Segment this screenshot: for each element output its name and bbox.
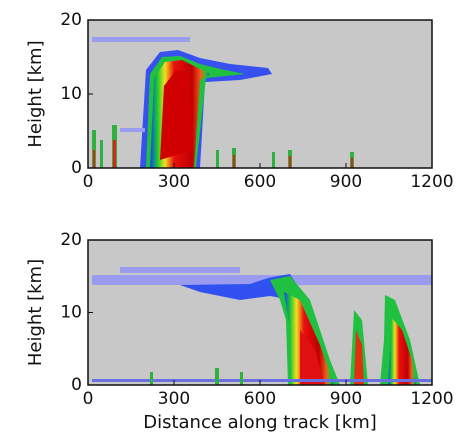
y-axis-label: Height [km]: [25, 259, 46, 366]
x-tick-label: 600: [244, 172, 276, 192]
x-tick-label: 600: [244, 389, 276, 409]
y-axis-label: Height [km]: [25, 40, 46, 147]
echo-panel-1: [92, 37, 354, 168]
x-tick-label: 900: [330, 172, 362, 192]
axes: 0 300 600 900 1200 0 10 20 Height [km] 0 300 600 900…: [25, 10, 454, 433]
y-tick-label: 10: [60, 303, 82, 323]
y-tick-label: 20: [60, 10, 82, 30]
y-tick-label: 10: [60, 84, 82, 104]
y-tick-label: 0: [71, 158, 82, 178]
echo-panel-2: [92, 267, 432, 385]
plot-background: [88, 20, 432, 168]
x-tick-label: 300: [158, 172, 190, 192]
plot-background: [88, 240, 432, 385]
x-tick-label: 1200: [410, 172, 453, 192]
y-tick-label: 0: [71, 375, 82, 395]
x-tick-label: 1200: [410, 389, 453, 409]
x-axis-label: Distance along track [km]: [143, 412, 377, 433]
y-tick-label: 20: [60, 230, 82, 250]
x-tick-label: 0: [83, 172, 94, 192]
x-tick-label: 300: [158, 389, 190, 409]
x-tick-label: 900: [330, 389, 362, 409]
x-tick-label: 0: [83, 389, 94, 409]
